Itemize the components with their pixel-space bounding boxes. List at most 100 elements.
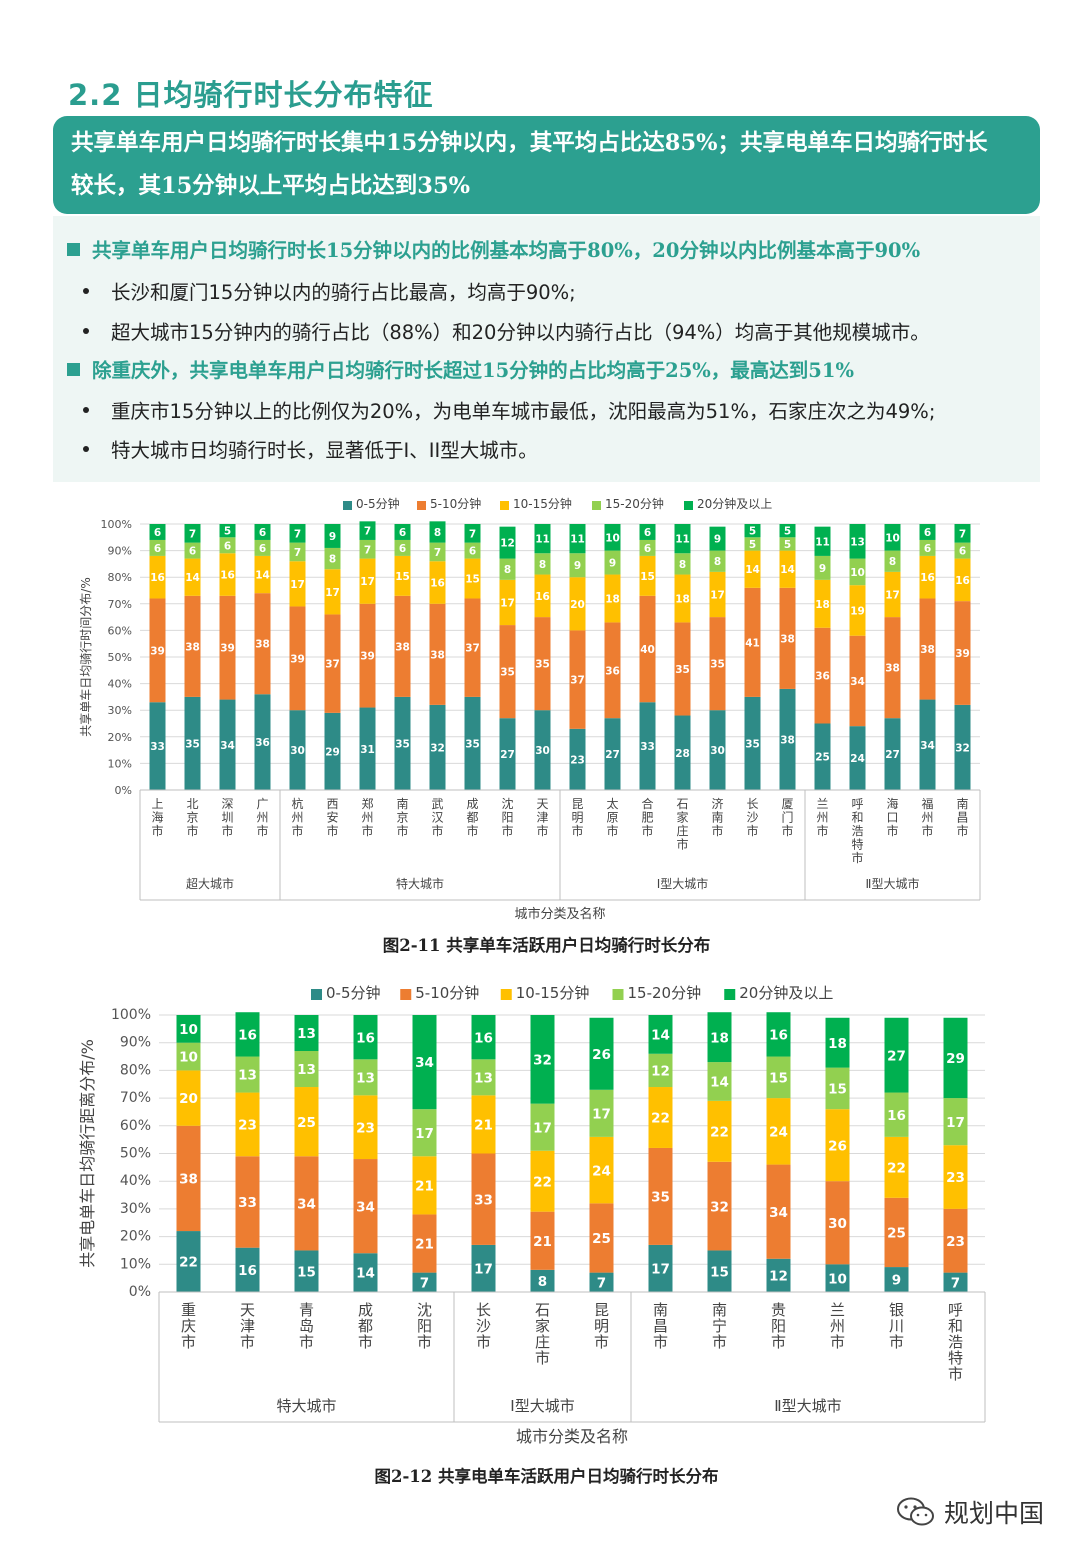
bar-value-label: 30: [535, 745, 550, 757]
x-category-label: 宁: [712, 1317, 727, 1335]
bar-value-label: 38: [255, 639, 270, 651]
bar-value-label: 10: [605, 532, 620, 544]
x-category-label: 庆: [181, 1317, 196, 1335]
bar-segment: [604, 622, 621, 719]
y-tick-label: 60%: [120, 1118, 151, 1134]
y-tick-label: 70%: [108, 598, 132, 611]
bar-segment: [709, 526, 726, 551]
x-category-label: 南: [712, 1301, 727, 1319]
x-category-label: 州: [830, 1317, 845, 1335]
x-category-label: 市: [240, 1333, 255, 1351]
bar-value-label: 22: [651, 1111, 670, 1127]
bar-segment: [530, 1015, 555, 1104]
bar-segment: [639, 524, 656, 540]
bar-segment: [464, 558, 481, 599]
bar-value-label: 8: [538, 1274, 547, 1290]
bar-value-label: 6: [154, 543, 161, 555]
bar-segment: [184, 696, 201, 790]
bar-value-label: 35: [395, 738, 410, 750]
bar-value-label: 35: [651, 1190, 670, 1206]
bar-value-label: 10: [179, 1022, 198, 1038]
x-category-label: 州: [921, 811, 933, 825]
bar-segment: [464, 696, 481, 790]
bar-segment: [294, 1156, 319, 1251]
bar-segment: [589, 1017, 614, 1090]
x-category-label: 市: [889, 1333, 904, 1351]
bar-segment: [353, 1015, 378, 1060]
x-category-label: 阳: [417, 1317, 432, 1335]
bar-segment: [294, 1087, 319, 1157]
bar-segment: [569, 728, 586, 790]
bar-value-label: 13: [297, 1026, 316, 1042]
bar-segment: [394, 539, 411, 556]
bar-value-label: 15: [640, 571, 655, 583]
bar-value-label: 29: [946, 1051, 965, 1067]
bar-value-label: 16: [238, 1263, 257, 1279]
legend-swatch: [612, 989, 624, 1000]
bar-segment: [394, 555, 411, 596]
bar-value-label: 22: [179, 1255, 198, 1271]
bar-segment: [499, 625, 516, 719]
bar-value-label: 23: [946, 1170, 965, 1186]
x-category-label: 沙: [476, 1317, 491, 1335]
x-category-label: 市: [256, 823, 268, 838]
bar-segment: [412, 1214, 437, 1273]
bar-segment: [884, 718, 901, 790]
bar-segment: [604, 574, 621, 623]
x-category-label: 上: [151, 797, 163, 811]
bar-value-label: 33: [640, 741, 655, 753]
bar-value-label: 25: [887, 1226, 906, 1242]
bar-value-label: 32: [430, 742, 445, 754]
bar-value-label: 11: [675, 534, 690, 546]
bar-segment: [254, 539, 271, 556]
bar-segment: [943, 1145, 968, 1209]
bar-value-label: 18: [828, 1036, 847, 1052]
bar-value-label: 34: [769, 1205, 788, 1221]
bar-value-label: 6: [189, 546, 196, 558]
bar-value-label: 12: [769, 1269, 788, 1285]
bar-value-label: 9: [329, 531, 336, 543]
bar-segment: [779, 587, 796, 689]
legend-label: 10-15分钟: [513, 496, 572, 511]
bar-value-label: 14: [710, 1075, 729, 1091]
bar-value-label: 20: [570, 599, 585, 611]
x-category-label: 市: [886, 823, 898, 838]
y-axis-label: 共享电单车日均骑行距离分布/%: [78, 1039, 97, 1268]
bar-segment: [569, 524, 586, 554]
bar-segment: [429, 561, 446, 604]
bar-segment: [707, 1012, 732, 1063]
bar-segment: [589, 1272, 614, 1292]
x-category-label: 津: [536, 811, 548, 825]
bar-segment: [353, 1253, 378, 1292]
sub-point-text: 特大城市日均骑行时长，显著低于I、II型大城市。: [111, 439, 538, 462]
bar-segment: [359, 521, 376, 540]
x-category-label: 市: [536, 823, 548, 838]
y-tick-label: 50%: [108, 651, 132, 664]
bar-value-label: 8: [539, 559, 546, 571]
bar-segment: [499, 526, 516, 559]
chart-1-svg: 0-5分钟 5-10分钟 10-15分钟 15-20分钟 20分钟及以上 0% 10% 20%…: [78, 496, 981, 922]
bar-value-label: 10: [850, 567, 865, 579]
legend-label: 15-20分钟: [628, 984, 702, 1002]
x-axis-label: 城市分类及名称: [516, 1427, 628, 1446]
bar-segment: [825, 1181, 850, 1265]
sub-point-text: 重庆市15分钟以上的比例仅为20%，为电单车城市最低，沈阳最高为51%，石家庄次…: [111, 400, 936, 423]
bar-value-label: 27: [605, 749, 620, 761]
bar-value-label: 6: [959, 546, 966, 558]
bar-value-label: 7: [189, 528, 196, 540]
bar-value-label: 17: [592, 1106, 611, 1122]
bar-segment: [954, 558, 971, 602]
bar-segment: [943, 1017, 968, 1099]
bar-value-label: 15: [828, 1082, 847, 1098]
x-category-label: 市: [501, 823, 513, 838]
bar-segment: [589, 1136, 614, 1204]
bar-segment: [954, 542, 971, 559]
bar-value-label: 8: [504, 564, 511, 576]
bar-segment: [176, 1231, 201, 1292]
bar-value-label: 37: [570, 675, 585, 687]
x-category-label: 市: [361, 823, 373, 838]
bar-value-label: 37: [465, 643, 480, 655]
x-category-label: 贵: [771, 1301, 786, 1319]
bar-value-label: 32: [955, 742, 970, 754]
bar-value-label: 6: [924, 543, 931, 555]
